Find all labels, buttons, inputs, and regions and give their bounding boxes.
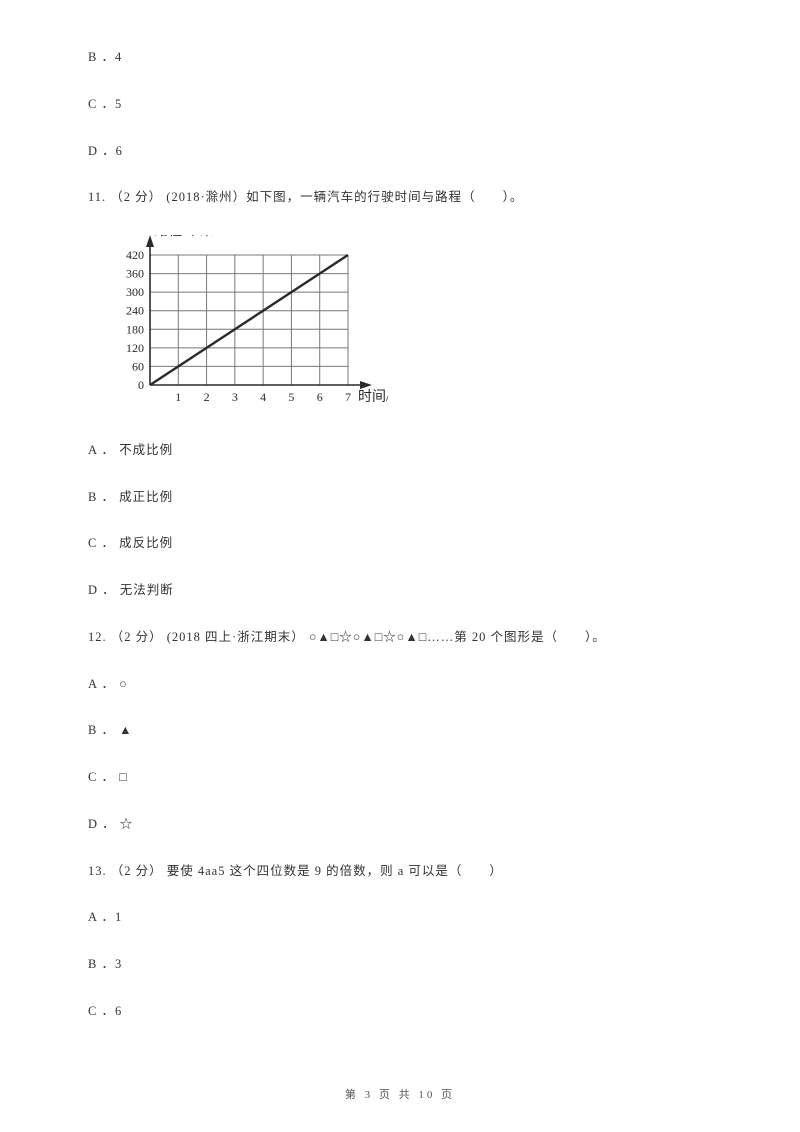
q13-option-a: A ．1 <box>88 908 712 927</box>
svg-text:360: 360 <box>126 267 144 281</box>
q11-chart: 0 60 120 180 240 300 360 420 1 2 3 4 5 6 7 路程/千米时间/时 <box>88 235 712 421</box>
svg-text:240: 240 <box>126 304 144 318</box>
q12-option-c: C ． □ <box>88 768 712 787</box>
q13-stem: 13. （2 分） 要使 4aa5 这个四位数是 9 的倍数，则 a 可以是（ … <box>88 862 712 881</box>
svg-text:7: 7 <box>345 390 351 404</box>
q12-option-a: A ． ○ <box>88 675 712 694</box>
q11-option-b: B ． 成正比例 <box>88 488 712 507</box>
q11-option-c: C ． 成反比例 <box>88 534 712 553</box>
svg-text:420: 420 <box>126 248 144 262</box>
svg-text:120: 120 <box>126 341 144 355</box>
q13-option-b: B ．3 <box>88 955 712 974</box>
svg-text:1: 1 <box>175 390 181 404</box>
q10-option-c: C ．5 <box>88 95 712 114</box>
svg-text:路程/千米: 路程/千米 <box>154 235 214 239</box>
svg-text:180: 180 <box>126 322 144 336</box>
page-content: B ．4 C ．5 D ．6 11. （2 分） (2018·滁州）如下图，一辆… <box>0 0 800 1069</box>
svg-text:3: 3 <box>232 390 238 404</box>
q11-option-d: D ． 无法判断 <box>88 581 712 600</box>
q12-stem: 12. （2 分） (2018 四上·浙江期末） ○▲□☆○▲□☆○▲□……第 … <box>88 628 712 647</box>
q10-option-d: D ．6 <box>88 142 712 161</box>
q13-option-c: C ．6 <box>88 1002 712 1021</box>
svg-text:6: 6 <box>317 390 323 404</box>
svg-text:时间/时: 时间/时 <box>358 389 388 405</box>
q12-option-d: D ． ☆ <box>88 815 712 834</box>
page-footer: 第 3 页 共 10 页 <box>0 1086 800 1102</box>
q11-stem: 11. （2 分） (2018·滁州）如下图，一辆汽车的行驶时间与路程（ ）。 <box>88 188 712 207</box>
q12-option-b: B ． ▲ <box>88 721 712 740</box>
svg-text:60: 60 <box>132 359 144 373</box>
svg-text:5: 5 <box>288 390 294 404</box>
q10-option-b: B ．4 <box>88 48 712 67</box>
q11-option-a: A ． 不成比例 <box>88 441 712 460</box>
svg-text:300: 300 <box>126 285 144 299</box>
svg-text:0: 0 <box>138 378 144 392</box>
svg-text:4: 4 <box>260 390 266 404</box>
svg-text:2: 2 <box>204 390 210 404</box>
chart-svg: 0 60 120 180 240 300 360 420 1 2 3 4 5 6 7 路程/千米时间/时 <box>88 235 388 415</box>
